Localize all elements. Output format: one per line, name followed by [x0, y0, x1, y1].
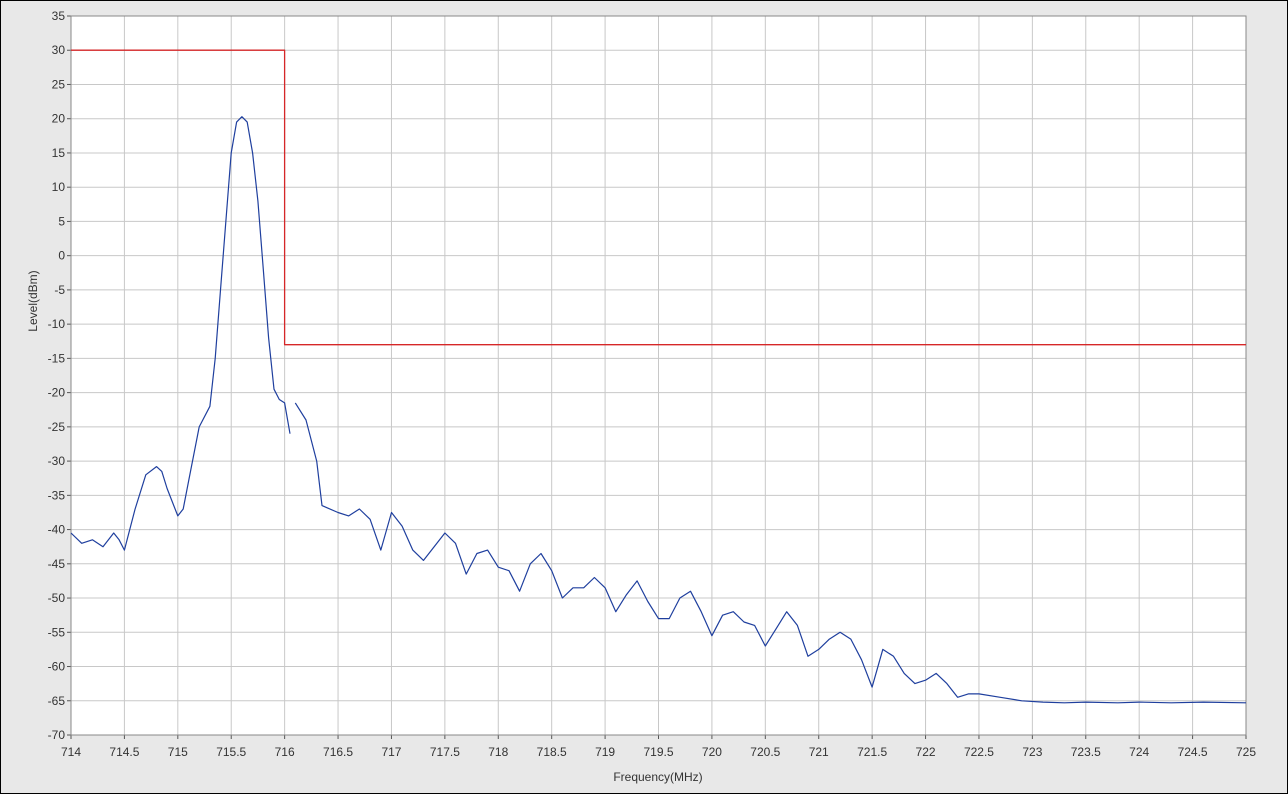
x-tick-label: 716.5	[323, 745, 353, 759]
y-tick-label: -30	[48, 454, 66, 468]
y-tick-label: -60	[48, 660, 66, 674]
plot-border	[70, 15, 1247, 736]
axes: 714 714.5 715 715.5 716 716.5 717 717.5 718 718.5…	[48, 9, 1257, 759]
y-tick-label: -50	[48, 591, 66, 605]
y-tick-label: -25	[48, 420, 66, 434]
x-axis-label: Frequency(MHz)	[613, 770, 702, 784]
x-tick-label: 725	[1236, 745, 1256, 759]
x-tick-label: 715.5	[216, 745, 246, 759]
x-tick-label: 715	[168, 745, 188, 759]
spectrum-trace-segment	[70, 116, 291, 551]
x-tick-label: 718.5	[537, 745, 567, 759]
y-tick-label: 5	[58, 214, 65, 228]
spectrum-trace-segment	[294, 402, 1247, 704]
y-tick-label: 30	[52, 43, 66, 57]
x-tick-label: 714.5	[109, 745, 139, 759]
x-tick-label: 722	[916, 745, 936, 759]
x-tick-label: 716	[275, 745, 295, 759]
x-tick-label: 721	[809, 745, 829, 759]
x-tick-label: 720	[702, 745, 722, 759]
x-tick-label: 717.5	[430, 745, 460, 759]
y-tick-label: -70	[48, 728, 66, 742]
y-tick-label: -20	[48, 386, 66, 400]
x-tick-label: 722.5	[964, 745, 994, 759]
x-tick-label: 718	[488, 745, 508, 759]
x-tick-label: 723	[1022, 745, 1042, 759]
y-tick-label: -45	[48, 557, 66, 571]
y-tick-label: 25	[52, 77, 66, 91]
x-tick-label: 723.5	[1071, 745, 1101, 759]
x-tick-label: 717	[381, 745, 401, 759]
y-axis-label: Level(dBm)	[26, 270, 40, 331]
x-tick-label: 719	[595, 745, 615, 759]
y-tick-label: 10	[52, 180, 66, 194]
y-tick-label: -10	[48, 317, 66, 331]
grid	[70, 15, 1247, 736]
x-tick-label: 724.5	[1178, 745, 1208, 759]
y-tick-label: 35	[52, 9, 66, 23]
y-tick-label: 0	[58, 249, 65, 263]
limit-line	[71, 49, 1246, 346]
y-tick-label: -5	[54, 283, 65, 297]
y-tick-label: -55	[48, 625, 66, 639]
x-tick-label: 719.5	[643, 745, 673, 759]
y-tick-label: 20	[52, 112, 66, 126]
x-tick-label: 724	[1129, 745, 1149, 759]
x-tick-label: 720.5	[750, 745, 780, 759]
y-tick-label: -40	[48, 523, 66, 537]
x-tick-label: 721.5	[857, 745, 887, 759]
y-tick-label: -65	[48, 694, 66, 708]
y-tick-label: -35	[48, 488, 66, 502]
series	[70, 49, 1247, 704]
x-tick-label: 714	[61, 745, 81, 759]
y-tick-label: 15	[52, 146, 66, 160]
y-tick-label: -15	[48, 351, 66, 365]
